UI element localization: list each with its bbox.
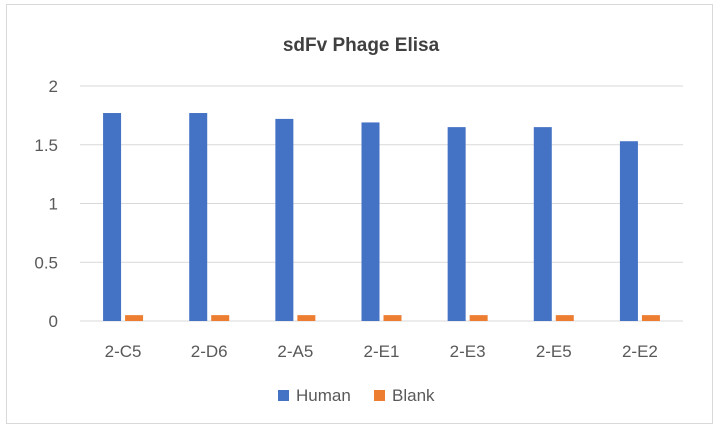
bar-blank-2-e2: [641, 315, 660, 321]
bar-blank-2-d6: [211, 315, 230, 321]
chart-title: sdFv Phage Elisa: [283, 35, 440, 56]
bar-blank-2-e1: [383, 315, 402, 321]
y-tick-label: 2: [49, 77, 58, 96]
x-axis-ticks: 2-C5 2-D6 2-A5 2-E1 2-E3 2-E5 2-E2: [105, 342, 658, 361]
bar-blank-2-e3: [469, 315, 488, 321]
legend-label-blank: Blank: [392, 386, 435, 405]
legend-swatch-human: [278, 390, 289, 401]
bar-human-2-c5: [103, 113, 122, 322]
y-axis-ticks: 0 0.5 1 1.5 2: [34, 77, 58, 331]
y-tick-label: 1.5: [34, 136, 58, 155]
gridlines: [80, 85, 683, 322]
legend-label-human: Human: [296, 386, 351, 405]
bar-human-2-d6: [189, 113, 208, 322]
bar-human-2-e5: [533, 127, 552, 321]
legend: Human Blank: [278, 386, 435, 405]
bars: [103, 113, 660, 322]
x-tick-label: 2-A5: [277, 342, 313, 361]
x-tick-label: 2-E1: [364, 342, 400, 361]
y-tick-label: 0.5: [34, 253, 58, 272]
x-tick-label: 2-E2: [622, 342, 658, 361]
bar-human-2-e3: [447, 127, 466, 321]
bar-human-2-e1: [361, 122, 380, 321]
bar-blank-2-a5: [297, 315, 316, 321]
x-tick-label: 2-D6: [191, 342, 228, 361]
y-tick-label: 0: [49, 312, 58, 331]
bar-human-2-a5: [275, 118, 294, 322]
chart-frame: [6, 4, 713, 424]
y-tick-label: 1: [49, 195, 58, 214]
x-tick-label: 2-E5: [536, 342, 572, 361]
x-tick-label: 2-C5: [105, 342, 142, 361]
legend-swatch-blank: [374, 390, 385, 401]
bar-blank-2-c5: [125, 315, 144, 321]
bar-human-2-e2: [619, 141, 638, 321]
x-tick-label: 2-E3: [450, 342, 486, 361]
bar-blank-2-e5: [555, 315, 574, 321]
